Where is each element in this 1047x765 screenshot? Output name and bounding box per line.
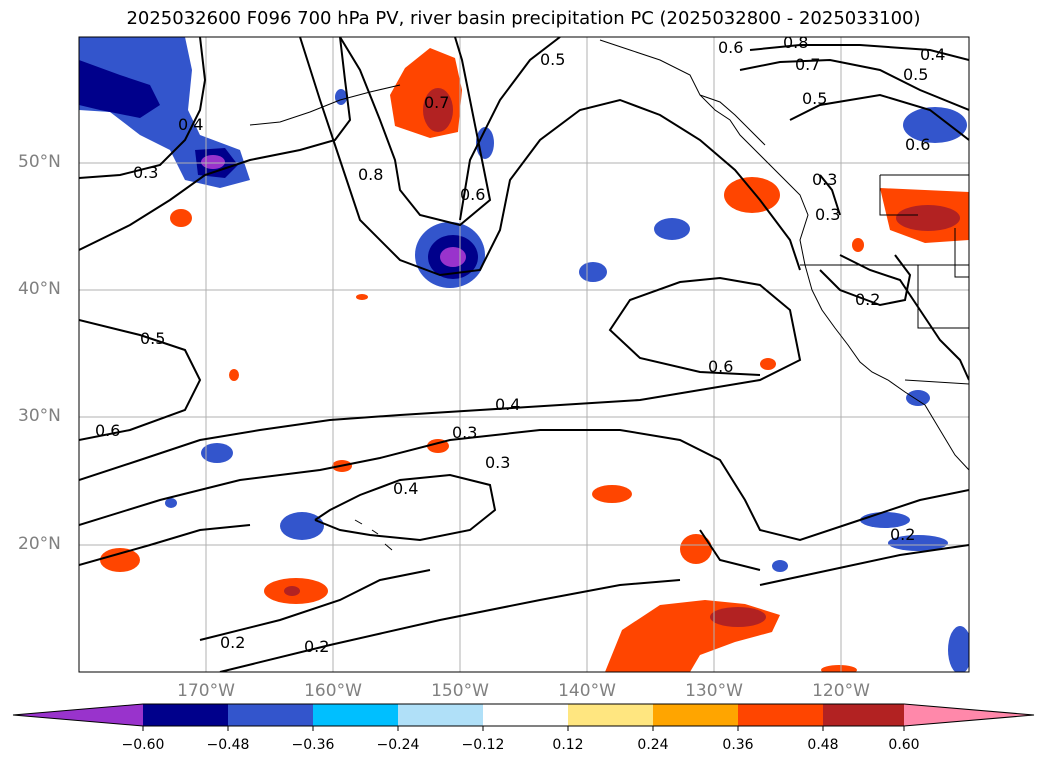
lon-label: 160°W <box>304 681 362 701</box>
contour-label: 0.2 <box>855 290 880 309</box>
contour-label: 0.8 <box>783 33 808 52</box>
lat-label: 40°N <box>18 279 61 299</box>
colorbar-tick-label: −0.36 <box>291 737 335 753</box>
contour-label: 0.3 <box>133 163 158 182</box>
contour-label: 0.2 <box>304 637 329 656</box>
map-area: 0.5 0.6 0.8 0.7 0.4 0.5 0.5 0.6 0.3 0.4 … <box>79 33 969 672</box>
contour-label: 0.2 <box>890 525 915 544</box>
lat-label: 20°N <box>18 534 61 554</box>
contour-label: 0.6 <box>905 135 930 154</box>
colorbar-tick-label: −0.60 <box>121 737 165 753</box>
colorbar-tick-label: 0.24 <box>637 737 669 753</box>
contour-label: 0.6 <box>95 421 120 440</box>
colorbar-tick-label: 0.48 <box>807 737 839 753</box>
contour-label: 0.5 <box>802 89 827 108</box>
map-frame <box>78 36 970 673</box>
contour-label: 0.6 <box>460 185 485 204</box>
contour-label: 0.3 <box>452 423 477 442</box>
contour-label: 0.3 <box>485 453 510 472</box>
contour-label: 0.6 <box>718 38 743 57</box>
colorbar-tick-label: −0.48 <box>206 737 250 753</box>
contour-label: 0.6 <box>708 357 733 376</box>
colorbar-tick-label: 0.36 <box>722 737 754 753</box>
contour-label: 0.3 <box>812 170 837 189</box>
colorbar-tick-label: 0.12 <box>552 737 584 753</box>
contour-label: 0.5 <box>540 50 565 69</box>
lon-label: 170°W <box>177 681 235 701</box>
contour-label: 0.5 <box>140 329 165 348</box>
contour-label: 0.7 <box>424 93 449 112</box>
colorbar <box>12 703 1035 731</box>
contour-label: 0.7 <box>795 55 820 74</box>
positive-shading <box>100 48 969 672</box>
lat-label: 30°N <box>18 406 61 426</box>
lon-label: 140°W <box>558 681 616 701</box>
map-title: 2025032600 F096 700 hPa PV, river basin … <box>126 8 921 29</box>
contour-label: 0.2 <box>220 633 245 652</box>
contour-label: 0.8 <box>358 165 383 184</box>
pv-contours <box>79 37 969 672</box>
lon-label: 150°W <box>431 681 489 701</box>
coastlines <box>249 39 969 551</box>
gridlines <box>79 37 969 672</box>
contour-label: 0.4 <box>495 395 520 414</box>
lat-label: 50°N <box>18 152 61 172</box>
colorbar-tick-label: −0.12 <box>461 737 505 753</box>
contour-label: 0.4 <box>920 45 945 64</box>
lon-label: 120°W <box>812 681 870 701</box>
contour-labels: 0.5 0.6 0.8 0.7 0.4 0.5 0.5 0.6 0.3 0.4 … <box>95 33 945 656</box>
colorbar-tick-label: 0.60 <box>888 737 920 753</box>
lon-label: 130°W <box>685 681 743 701</box>
colorbar-tick-label: −0.24 <box>376 737 420 753</box>
contour-label: 0.4 <box>178 115 203 134</box>
contour-label: 0.3 <box>815 205 840 224</box>
contour-label: 0.4 <box>393 479 418 498</box>
contour-label: 0.5 <box>903 65 928 84</box>
